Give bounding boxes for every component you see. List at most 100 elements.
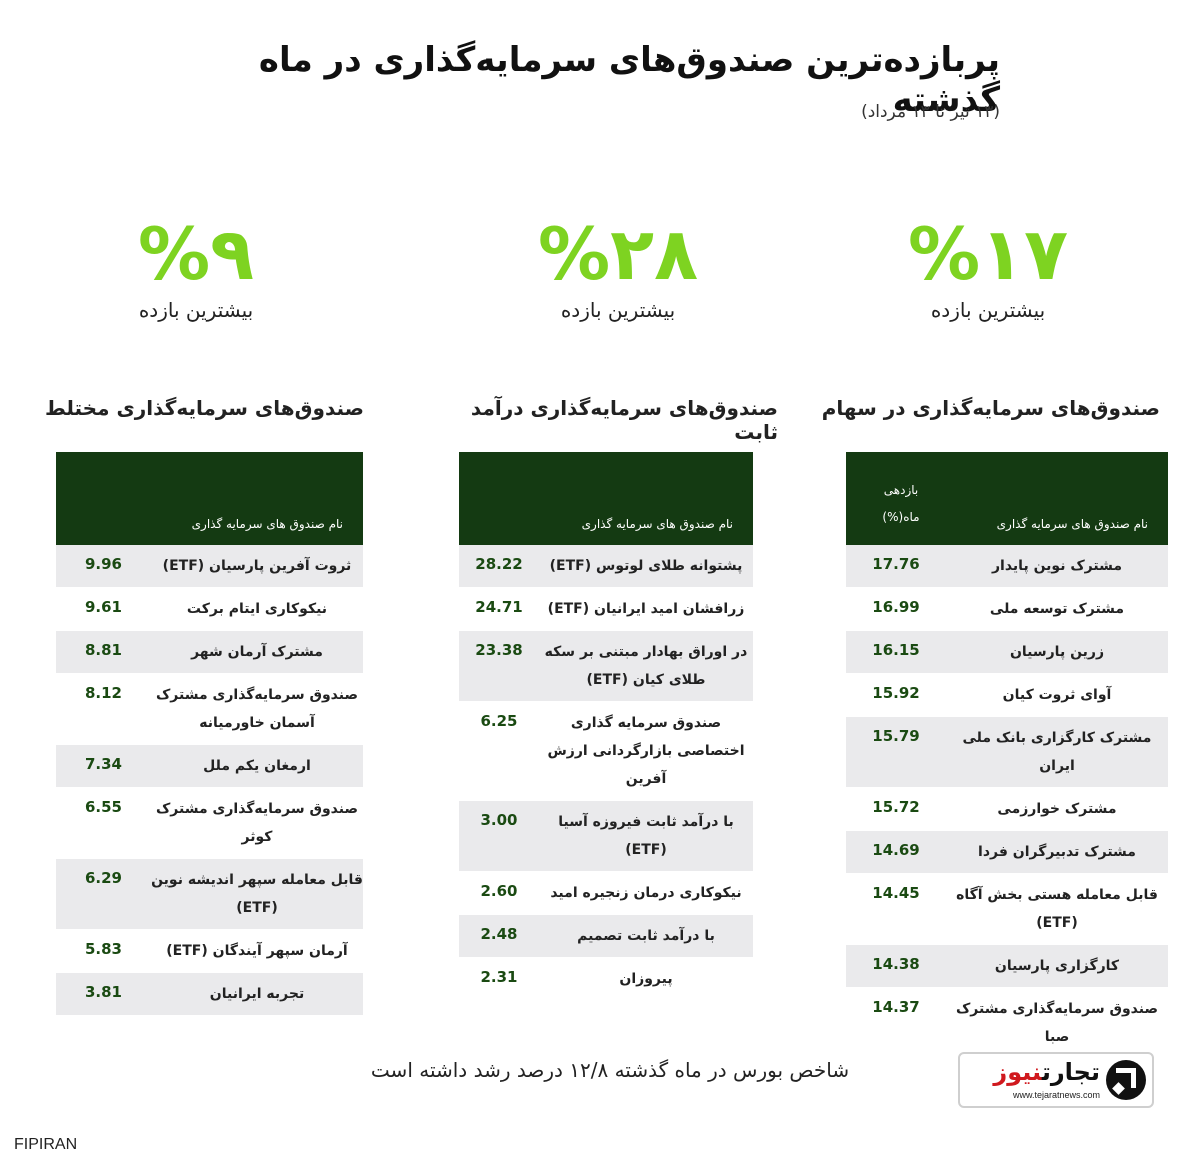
- table-header: نام صندوق های سرمایه گذاری بازدهی ماه(%): [846, 452, 1168, 545]
- mixed-funds-table: نام صندوق های سرمایه گذاری ثروت آفرین پا…: [56, 452, 363, 1016]
- fund-name: نیکوکاری ایتام برکت: [186, 601, 328, 617]
- fund-name: در اوراق بهادار مبتنی بر سکه طلای کیان (…: [544, 644, 748, 688]
- fund-name: مشترک نوین پایدار: [991, 558, 1123, 574]
- logo-brand-part-a: تجارت: [1041, 1058, 1100, 1086]
- stat-fixed-label: بیشترین بازده: [560, 298, 676, 322]
- fund-return: 14.38: [872, 955, 920, 973]
- header-return: بازدهی ماه(%): [882, 483, 920, 524]
- table-row: آوای ثروت کیان 15.92: [846, 674, 1168, 717]
- fund-name: قابل معامله سپهر اندیشه نوین (ETF): [151, 872, 363, 916]
- stat-stock: %۱۷ بیشترین بازده: [838, 212, 1138, 322]
- fund-name: صندوق سرمایه گذاری اختصاصی بازارگردانی ا…: [547, 715, 745, 787]
- fund-return: 7.34: [84, 755, 122, 773]
- table-body: مشترک نوین پایدار 17.76 مشترک توسعه ملی 16.…: [846, 545, 1168, 1059]
- fund-name: مشترک تدبیرگران فردا: [978, 844, 1136, 860]
- table-row: صندوق سرمایه‌گذاری مشترک صبا 14.37: [846, 988, 1168, 1059]
- table-row: پشتوانه طلای لوتوس (ETF) 28.22: [459, 545, 753, 588]
- table-body: ثروت آفرین پارسیان (ETF) 9.96 نیکوکاری ایت…: [56, 545, 363, 1016]
- logo-brand-part-b: نیوز: [993, 1058, 1042, 1086]
- stat-fixed: %۲۸ بیشترین بازده: [468, 212, 768, 322]
- index-growth-note: شاخص بورس در ماه گذشته ۱۲/۸ درصد رشد داش…: [370, 1058, 850, 1082]
- table-row: کارگزاری پارسیان 14.38: [846, 945, 1168, 988]
- fund-return: 2.60: [480, 882, 518, 900]
- fund-name: مشترک خوارزمی: [997, 801, 1117, 817]
- fund-return: 15.72: [872, 798, 920, 816]
- fund-name: پشتوانه طلای لوتوس (ETF): [549, 558, 743, 574]
- fund-name: ثروت آفرین پارسیان (ETF): [162, 558, 352, 574]
- fund-return: 6.25: [480, 712, 518, 730]
- page-title: پربازده‌ترین صندوق‌های سرمایه‌گذاری در م…: [258, 40, 1000, 120]
- table-row: قابل معامله سپهر اندیشه نوین (ETF) 6.29: [56, 859, 363, 930]
- table-row: تجربه ایرانیان 3.81: [56, 973, 363, 1016]
- table-header: نام صندوق های سرمایه گذاری: [56, 452, 363, 545]
- table-header: نام صندوق های سرمایه گذاری: [459, 452, 753, 545]
- table-row: در اوراق بهادار مبتنی بر سکه طلای کیان (…: [459, 631, 753, 702]
- fund-return: 3.81: [84, 983, 122, 1001]
- stat-fixed-value: %۲۸: [537, 212, 699, 296]
- fund-return: 8.12: [84, 684, 122, 702]
- table-row: پیروزان 2.31: [459, 958, 753, 1001]
- fund-name: صندوق سرمایه‌گذاری مشترک آسمان خاورمیانه: [155, 687, 359, 731]
- stat-mixed: %۹ بیشترین بازده: [46, 212, 346, 322]
- table-row: مشترک تدبیرگران فردا 14.69: [846, 831, 1168, 874]
- fund-return: 15.79: [872, 727, 920, 745]
- stat-mixed-label: بیشترین بازده: [138, 298, 254, 322]
- fund-return: 2.31: [480, 968, 518, 986]
- table-row: صندوق سرمایه‌گذاری مشترک آسمان خاورمیانه…: [56, 674, 363, 745]
- fund-return: 6.29: [84, 869, 122, 887]
- fund-return: 3.00: [480, 811, 518, 829]
- table-row: با درآمد ثابت تصمیم 2.48: [459, 915, 753, 958]
- fund-name: کارگزاری پارسیان: [994, 958, 1120, 974]
- table-row: مشترک نوین پایدار 17.76: [846, 545, 1168, 588]
- fund-name: با درآمد ثابت تصمیم: [577, 928, 715, 944]
- fund-name: نیکوکاری درمان زنجیره امید: [550, 885, 742, 901]
- table-row: با درآمد ثابت فیروزه آسیا (ETF) 3.00: [459, 801, 753, 872]
- fund-name: مشترک آرمان شهر: [191, 644, 323, 660]
- table-body: پشتوانه طلای لوتوس (ETF) 28.22 زرافشان امی…: [459, 545, 753, 1001]
- fund-name: مشترک کارگزاری بانک ملی ایران: [962, 730, 1152, 774]
- fund-return: 2.48: [480, 925, 518, 943]
- header-fund-name: نام صندوق های سرمایه گذاری: [996, 517, 1148, 531]
- fund-return: 16.15: [872, 641, 920, 659]
- stock-funds-table: نام صندوق های سرمایه گذاری بازدهی ماه(%)…: [846, 452, 1168, 1059]
- table-row: نیکوکاری درمان زنجیره امید 2.60: [459, 872, 753, 915]
- fund-name: تجربه ایرانیان: [209, 986, 305, 1002]
- table-row: مشترک آرمان شهر 8.81: [56, 631, 363, 674]
- fund-name: قابل معامله هستی بخش آگاه (ETF): [956, 887, 1158, 931]
- table-row: مشترک توسعه ملی 16.99: [846, 588, 1168, 631]
- header-fund-name: نام صندوق های سرمایه گذاری: [191, 517, 343, 531]
- fund-return: 17.76: [872, 555, 920, 573]
- stat-stock-value: %۱۷: [907, 212, 1069, 296]
- fund-return: 9.96: [84, 555, 122, 573]
- header-fund-name: نام صندوق های سرمایه گذاری: [581, 517, 733, 531]
- fund-return: 6.55: [84, 798, 122, 816]
- fund-return: 9.61: [84, 598, 122, 616]
- table-row: آرمان سپهر آیندگان (ETF) 5.83: [56, 930, 363, 973]
- fund-name: با درآمد ثابت فیروزه آسیا (ETF): [558, 814, 734, 858]
- fund-name: صندوق سرمایه‌گذاری مشترک صبا: [955, 1001, 1159, 1045]
- source-label: FIPIRAN: [14, 1136, 78, 1153]
- table-row: زرافشان امید ایرانیان (ETF) 24.71: [459, 588, 753, 631]
- table-row: نیکوکاری ایتام برکت 9.61: [56, 588, 363, 631]
- fund-name: صندوق سرمایه‌گذاری مشترک کوثر: [155, 801, 359, 845]
- table-row: زرین پارسیان 16.15: [846, 631, 1168, 674]
- stat-mixed-value: %۹: [137, 212, 255, 296]
- logo-url: www.tejaratnews.com: [1012, 1090, 1100, 1100]
- fund-name: پیروزان: [619, 971, 673, 987]
- fund-return: 23.38: [475, 641, 523, 659]
- table-row: ثروت آفرین پارسیان (ETF) 9.96: [56, 545, 363, 588]
- fixed-column-title: صندوق‌های سرمایه‌گذاری درآمد ثابت: [470, 396, 778, 444]
- fund-return: 16.99: [872, 598, 920, 616]
- table-row: قابل معامله هستی بخش آگاه (ETF) 14.45: [846, 874, 1168, 945]
- fund-name: آوای ثروت کیان: [1002, 687, 1112, 703]
- stock-column-title: صندوق‌های سرمایه‌گذاری در سهام: [821, 396, 1160, 420]
- fund-name: آرمان سپهر آیندگان (ETF): [166, 943, 348, 959]
- fund-return: 14.37: [872, 998, 920, 1016]
- table-row: صندوق سرمایه‌گذاری مشترک کوثر 6.55: [56, 788, 363, 859]
- fund-return: 15.92: [872, 684, 920, 702]
- table-row: مشترک کارگزاری بانک ملی ایران 15.79: [846, 717, 1168, 788]
- mixed-column-title: صندوق‌های سرمایه‌گذاری مختلط: [44, 396, 364, 420]
- fund-name: ارمغان یکم ملل: [203, 758, 311, 774]
- fund-return: 14.45: [872, 884, 920, 902]
- fund-return: 8.81: [84, 641, 122, 659]
